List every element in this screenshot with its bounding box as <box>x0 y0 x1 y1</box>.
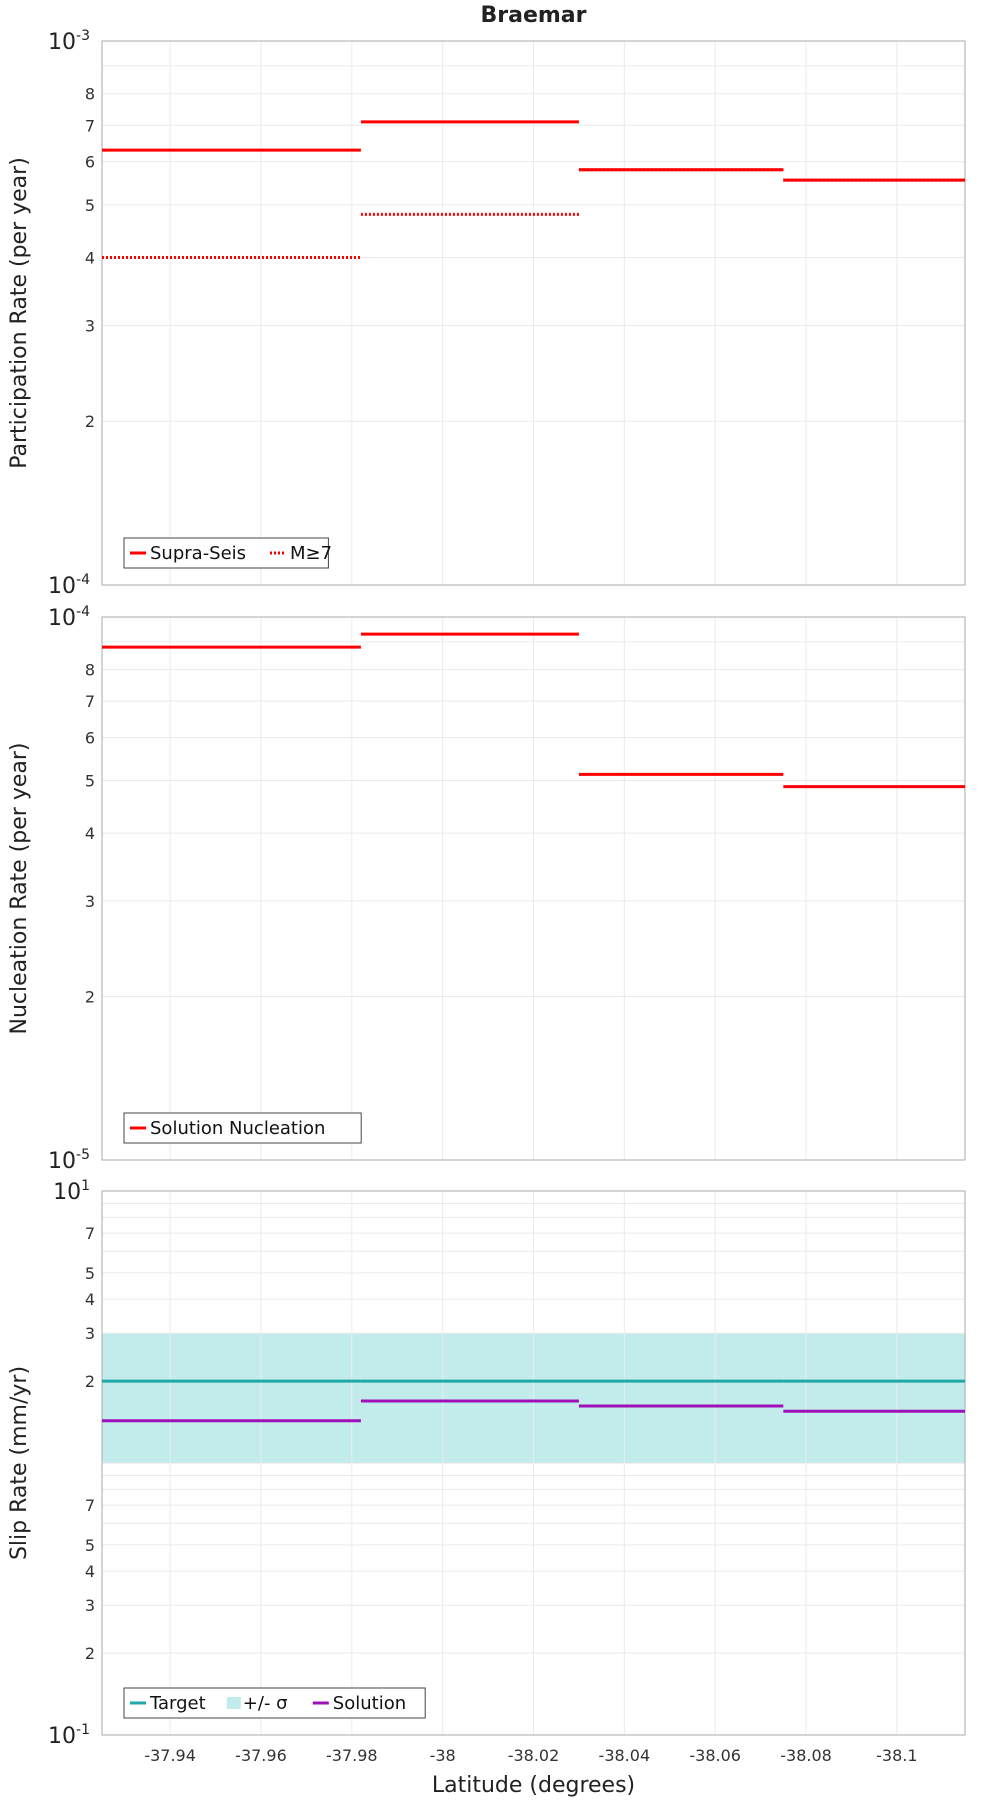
x-axis-label: Latitude (degrees) <box>432 1773 635 1798</box>
participation-y-tick-label: 7 <box>85 116 95 135</box>
participation-y-tick-label: 3 <box>85 316 95 335</box>
participation-y-decade-label: 10-3 <box>48 28 90 55</box>
slip-y-tick-label: 3 <box>85 1596 95 1615</box>
participation-legend-label: Supra-Seis <box>150 543 246 564</box>
slip-legend-box <box>123 1687 426 1719</box>
slip-y-tick-label: 7 <box>85 1224 95 1243</box>
nucleation-y-tick-label: 5 <box>85 771 95 790</box>
participation-y-axis-label: Participation Rate (per year) <box>7 157 32 469</box>
slip-y-tick-label: 5 <box>85 1536 95 1555</box>
slip-y-axis-label: Slip Rate (mm/yr) <box>7 1366 32 1560</box>
nucleation-y-tick-label: 6 <box>85 728 95 747</box>
x-tick-label: -37.96 <box>235 1746 287 1765</box>
slip-legend-label: Target <box>149 1693 206 1714</box>
nucleation-legend-label: Solution Nucleation <box>150 1118 325 1139</box>
nucleation-y-tick-label: 8 <box>85 661 95 680</box>
nucleation-plot-frame <box>101 616 966 1161</box>
slip-legend-label: Solution <box>333 1693 406 1714</box>
slip-y-tick-label: 2 <box>85 1372 95 1391</box>
x-tick-label: -38.04 <box>599 1746 651 1765</box>
participation-legend-label: M≥7 <box>290 543 332 564</box>
nucleation-y-axis-label: Nucleation Rate (per year) <box>7 743 32 1035</box>
participation-y-tick-label: 2 <box>85 412 95 431</box>
slip-y-decade-label: 10-1 <box>48 1722 90 1749</box>
participation-plot-frame <box>101 40 966 586</box>
nucleation-y-tick-label: 3 <box>85 892 95 911</box>
x-tick-label: -38 <box>430 1746 456 1765</box>
participation-y-tick-label: 6 <box>85 153 95 172</box>
slip-y-tick-label: 4 <box>85 1562 95 1581</box>
slip-plot-frame <box>101 1190 966 1736</box>
x-tick-label: -38.02 <box>508 1746 560 1765</box>
nucleation-y-decade-label: 10-5 <box>48 1147 90 1174</box>
slip-y-tick-label: 4 <box>85 1290 95 1309</box>
slip-y-tick-label: 2 <box>85 1644 95 1663</box>
slip-legend-label: +/- σ <box>243 1693 288 1714</box>
x-tick-label: -38.06 <box>689 1746 741 1765</box>
participation-y-decade-label: 10-4 <box>48 572 90 599</box>
participation-y-tick-label: 8 <box>85 85 95 104</box>
slip-y-tick-label: 7 <box>85 1496 95 1515</box>
x-tick-label: -38.1 <box>876 1746 917 1765</box>
chart-title: Braemar <box>480 3 586 28</box>
participation-legend-box <box>123 537 329 569</box>
x-tick-label: -38.08 <box>780 1746 832 1765</box>
slip-y-decade-label: 101 <box>53 1178 90 1205</box>
slip-legend-swatch <box>226 1697 241 1709</box>
nucleation-y-tick-label: 7 <box>85 692 95 711</box>
slip-y-tick-label: 3 <box>85 1324 95 1343</box>
nucleation-legend-box <box>123 1112 362 1144</box>
x-tick-label: -37.98 <box>326 1746 378 1765</box>
nucleation-y-tick-label: 4 <box>85 824 95 843</box>
nucleation-y-decade-label: 10-4 <box>48 604 90 631</box>
nucleation-y-tick-label: 2 <box>85 988 95 1007</box>
participation-y-tick-label: 5 <box>85 196 95 215</box>
slip-y-tick-label: 5 <box>85 1264 95 1283</box>
x-tick-label: -37.94 <box>144 1746 196 1765</box>
participation-y-tick-label: 4 <box>85 248 95 267</box>
